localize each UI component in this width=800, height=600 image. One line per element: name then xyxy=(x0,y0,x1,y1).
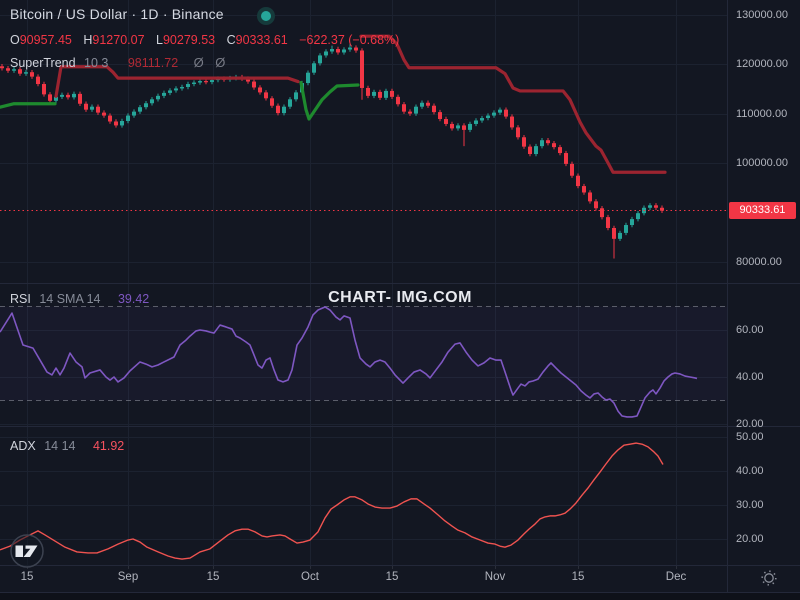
rsi-name: RSI xyxy=(10,292,31,306)
open-label: O xyxy=(10,33,20,47)
adx-legend[interactable]: ADX 14 14 41.92 xyxy=(10,439,124,453)
symbol-title[interactable]: Bitcoin / US Dollar · 1D · Binance xyxy=(10,6,224,22)
change-value: −622.37 (−0.68%) xyxy=(299,33,400,47)
rsi-params: 14 SMA 14 xyxy=(39,292,101,306)
high-label: H xyxy=(83,33,93,47)
close-value: 90333.61 xyxy=(235,33,288,47)
rsi-legend[interactable]: RSI 14 SMA 14 39.42 xyxy=(10,292,149,306)
supertrend-lines xyxy=(0,34,667,174)
ohlc-row[interactable]: O90957.45 H91270.07 L90279.53 C90333.61 … xyxy=(10,33,399,47)
adx-line xyxy=(0,442,664,560)
watermark: CHART- IMG.COM xyxy=(328,289,472,306)
exchange-status-dot xyxy=(257,7,275,25)
adx-name: ADX xyxy=(10,439,36,453)
timezone-sun-icon[interactable] xyxy=(761,570,777,586)
candlesticks xyxy=(0,44,664,259)
low-label: L xyxy=(156,33,163,47)
open-value: 90957.45 xyxy=(19,33,72,47)
tradingview-logo[interactable] xyxy=(10,534,44,568)
close-label: C xyxy=(226,33,236,47)
supertrend-empty-icon: Ø xyxy=(215,55,226,70)
supertrend-empty-icon: Ø xyxy=(193,55,204,70)
low-value: 90279.53 xyxy=(162,33,216,47)
rsi-band xyxy=(0,306,727,401)
supertrend-value: 98111.72 xyxy=(127,56,179,70)
adx-value: 41.92 xyxy=(92,439,125,453)
last-price-badge: 90333.61 xyxy=(729,202,796,219)
supertrend-name: SuperTrend xyxy=(10,56,76,70)
rsi-line xyxy=(0,306,698,418)
supertrend-params: 10 3 xyxy=(84,56,109,70)
high-value: 91270.07 xyxy=(92,33,145,47)
supertrend-legend[interactable]: SuperTrend 10 3 98111.72 Ø Ø xyxy=(10,55,225,70)
adx-params: 14 14 xyxy=(44,439,76,453)
rsi-value: 39.42 xyxy=(117,292,150,306)
